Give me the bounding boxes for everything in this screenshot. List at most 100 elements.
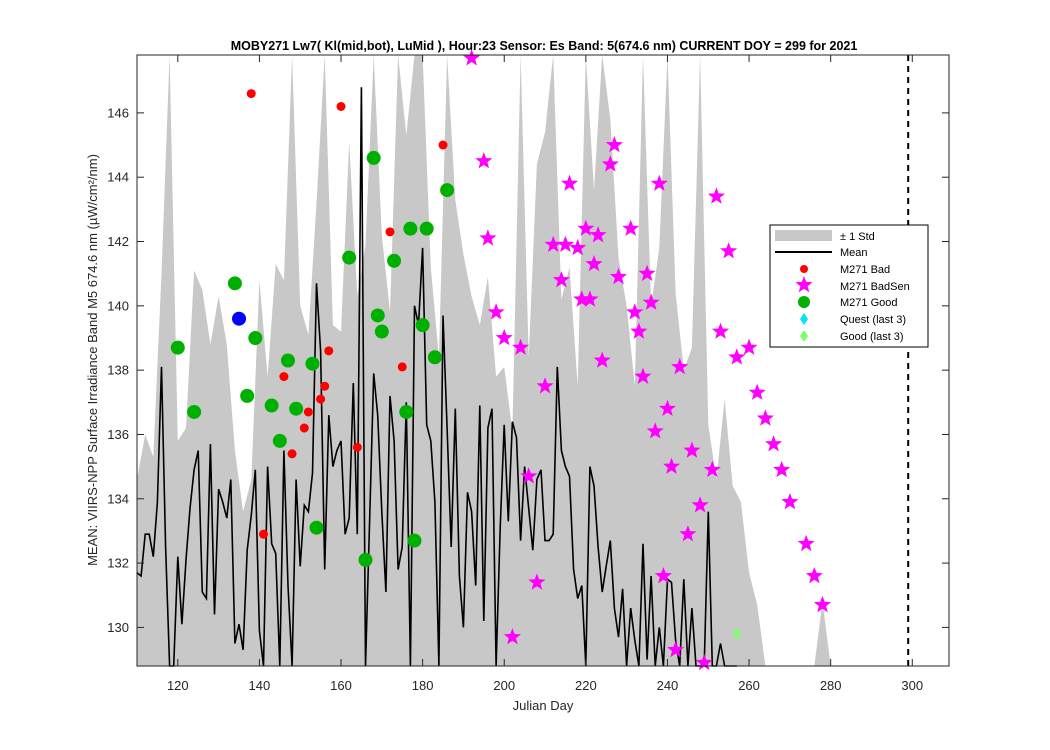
y-tick-label: 138	[107, 363, 129, 378]
x-tick-label: 280	[820, 678, 842, 693]
badsen-point	[765, 435, 783, 452]
badsen-point	[512, 338, 530, 355]
badsen-point	[495, 329, 513, 346]
x-tick-label: 300	[901, 678, 923, 693]
std-band-area	[137, 55, 831, 666]
good-point	[280, 353, 295, 368]
good-last3-point	[732, 627, 741, 640]
badsen-point	[589, 226, 607, 243]
badsen-point	[463, 49, 481, 66]
bad-point	[303, 407, 313, 417]
badsen-point	[797, 534, 815, 552]
good-point	[187, 404, 202, 419]
badsen-point	[569, 238, 587, 256]
bad-point	[299, 423, 309, 433]
legend-swatch-std	[775, 230, 832, 241]
x-axis: 120 140 160 180 200 220 240 260 280 300	[167, 55, 923, 693]
y-axis: 130 132 134 136 138 140 142 144 146	[107, 105, 949, 635]
legend-box	[769, 224, 929, 348]
badsen-point	[556, 235, 574, 252]
bad-point	[287, 449, 297, 459]
badsen-point	[528, 573, 546, 590]
std-band-layer	[137, 55, 831, 666]
legend-label-std: ± 1 Std	[840, 231, 875, 243]
bad-point	[438, 140, 448, 150]
badsen-point	[654, 567, 672, 584]
mean-line	[136, 87, 737, 667]
badsen-point	[756, 409, 774, 426]
good-point	[272, 433, 287, 448]
good-point	[248, 330, 263, 345]
badsen-point	[642, 293, 660, 310]
bad-point	[336, 101, 346, 111]
y-tick-label: 140	[107, 298, 129, 313]
badsen-point	[683, 441, 701, 458]
badsen-point	[703, 460, 721, 478]
good-point	[440, 183, 455, 198]
badsen-point	[663, 457, 681, 474]
badsen-point	[630, 322, 648, 339]
good-point	[289, 401, 304, 416]
legend-swatch-quest	[800, 313, 808, 325]
good-point	[309, 520, 324, 535]
y-tick-label: 134	[107, 491, 129, 506]
badsen-point	[728, 348, 746, 365]
legend-label-mean: Mean	[840, 247, 868, 259]
badsen-point	[605, 136, 623, 153]
bad-point	[246, 89, 256, 99]
bad-point	[320, 381, 330, 391]
badsen-point	[711, 322, 730, 339]
legend-label-badsen: M271 BadSen	[840, 281, 910, 293]
badsen-point	[520, 467, 538, 484]
chart-title: MOBY271 Lw7( Kl(mid,bot), LuMid ), Hour:…	[231, 39, 858, 53]
badsen-point	[748, 383, 766, 400]
x-tick-label: 180	[412, 678, 434, 693]
good-point	[264, 398, 279, 413]
mean-line-layer	[136, 87, 737, 667]
x-tick-label: 220	[575, 678, 597, 693]
badsen-point	[626, 303, 644, 320]
good-point	[370, 308, 385, 323]
badsen-point	[585, 255, 603, 272]
badsen-points-layer	[463, 49, 832, 671]
badsen-point	[695, 653, 713, 671]
bad-point	[258, 529, 268, 539]
bad-point	[397, 362, 407, 372]
good-point	[305, 356, 320, 371]
good-point	[403, 221, 418, 236]
badsen-point	[691, 496, 709, 513]
x-tick-label: 120	[167, 678, 189, 693]
badsen-point	[658, 399, 676, 416]
bad-point	[279, 372, 289, 382]
bad-points-layer	[246, 89, 448, 539]
badsen-point	[679, 525, 697, 542]
good-points-layer	[170, 150, 455, 567]
badsen-point	[622, 219, 640, 236]
badsen-point	[740, 338, 758, 355]
y-tick-label: 136	[107, 427, 129, 442]
good-point	[342, 250, 357, 265]
badsen-point	[544, 235, 562, 252]
y-tick-label: 142	[107, 234, 129, 249]
good-point	[240, 388, 255, 403]
x-axis-label: Julian Day	[513, 698, 574, 713]
good-point	[374, 324, 389, 339]
legend-label-good-last3: Good (last 3)	[840, 331, 904, 343]
good-point	[170, 340, 185, 355]
badsen-point	[634, 367, 652, 384]
legend-swatch-good-last3	[800, 330, 808, 342]
legend-label-bad: M271 Bad	[840, 264, 890, 276]
badsen-point	[601, 155, 619, 172]
bad-point	[324, 346, 334, 356]
badsen-point	[536, 377, 554, 394]
badsen-point	[475, 152, 493, 169]
badsen-point	[646, 422, 664, 439]
bad-point	[316, 394, 326, 404]
badsen-point	[503, 628, 521, 645]
y-tick-label: 144	[107, 170, 129, 185]
highlight-point	[232, 311, 247, 326]
plot-area	[136, 49, 949, 671]
badsen-point	[593, 351, 611, 368]
extra-points-layer	[732, 627, 741, 640]
